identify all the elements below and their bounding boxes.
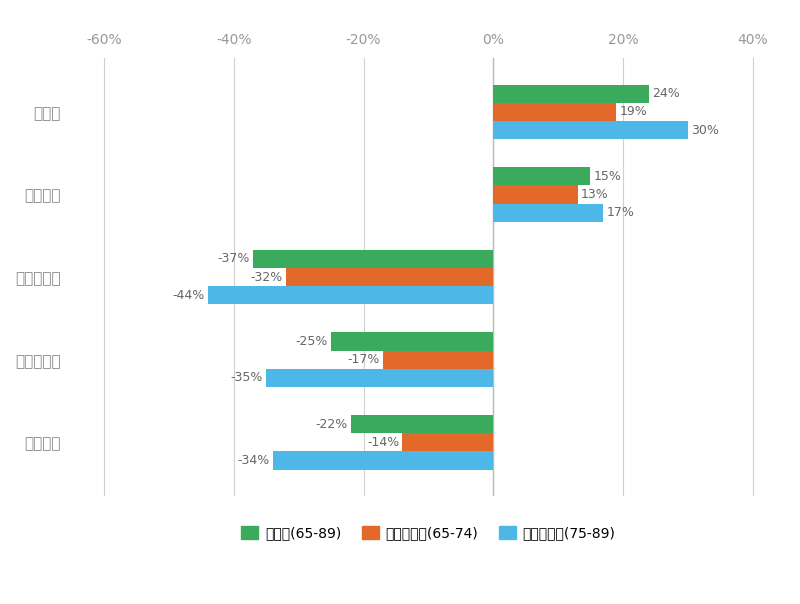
Text: -14%: -14% bbox=[367, 436, 399, 449]
Bar bbox=[494, 121, 688, 139]
Bar bbox=[350, 415, 494, 433]
Text: 13%: 13% bbox=[581, 188, 609, 201]
Text: -37%: -37% bbox=[218, 252, 250, 266]
Text: -17%: -17% bbox=[347, 353, 380, 366]
Bar bbox=[273, 451, 494, 470]
Text: -22%: -22% bbox=[315, 418, 347, 431]
Text: -34%: -34% bbox=[238, 454, 270, 467]
Legend: 高齢者(65-89), 前期高齢者(65-74), 後期高齢者(75-89): 高齢者(65-89), 前期高齢者(65-74), 後期高齢者(75-89) bbox=[236, 521, 621, 545]
Bar bbox=[266, 369, 494, 387]
Bar bbox=[494, 167, 590, 185]
Bar bbox=[331, 332, 494, 351]
Text: 24%: 24% bbox=[652, 87, 680, 100]
Bar bbox=[286, 268, 494, 286]
Bar bbox=[208, 286, 494, 304]
Text: 30%: 30% bbox=[691, 124, 719, 137]
Text: 19%: 19% bbox=[620, 106, 647, 118]
Text: -35%: -35% bbox=[230, 371, 263, 384]
Text: -44%: -44% bbox=[173, 289, 205, 302]
Bar bbox=[383, 351, 494, 369]
Text: -32%: -32% bbox=[250, 271, 282, 284]
Text: 15%: 15% bbox=[594, 170, 622, 183]
Bar bbox=[494, 103, 617, 121]
Bar bbox=[494, 185, 578, 204]
Bar bbox=[402, 433, 494, 451]
Text: -25%: -25% bbox=[295, 335, 328, 348]
Text: 17%: 17% bbox=[606, 206, 634, 219]
Bar bbox=[494, 204, 603, 222]
Bar bbox=[494, 85, 649, 103]
Bar bbox=[254, 250, 494, 268]
